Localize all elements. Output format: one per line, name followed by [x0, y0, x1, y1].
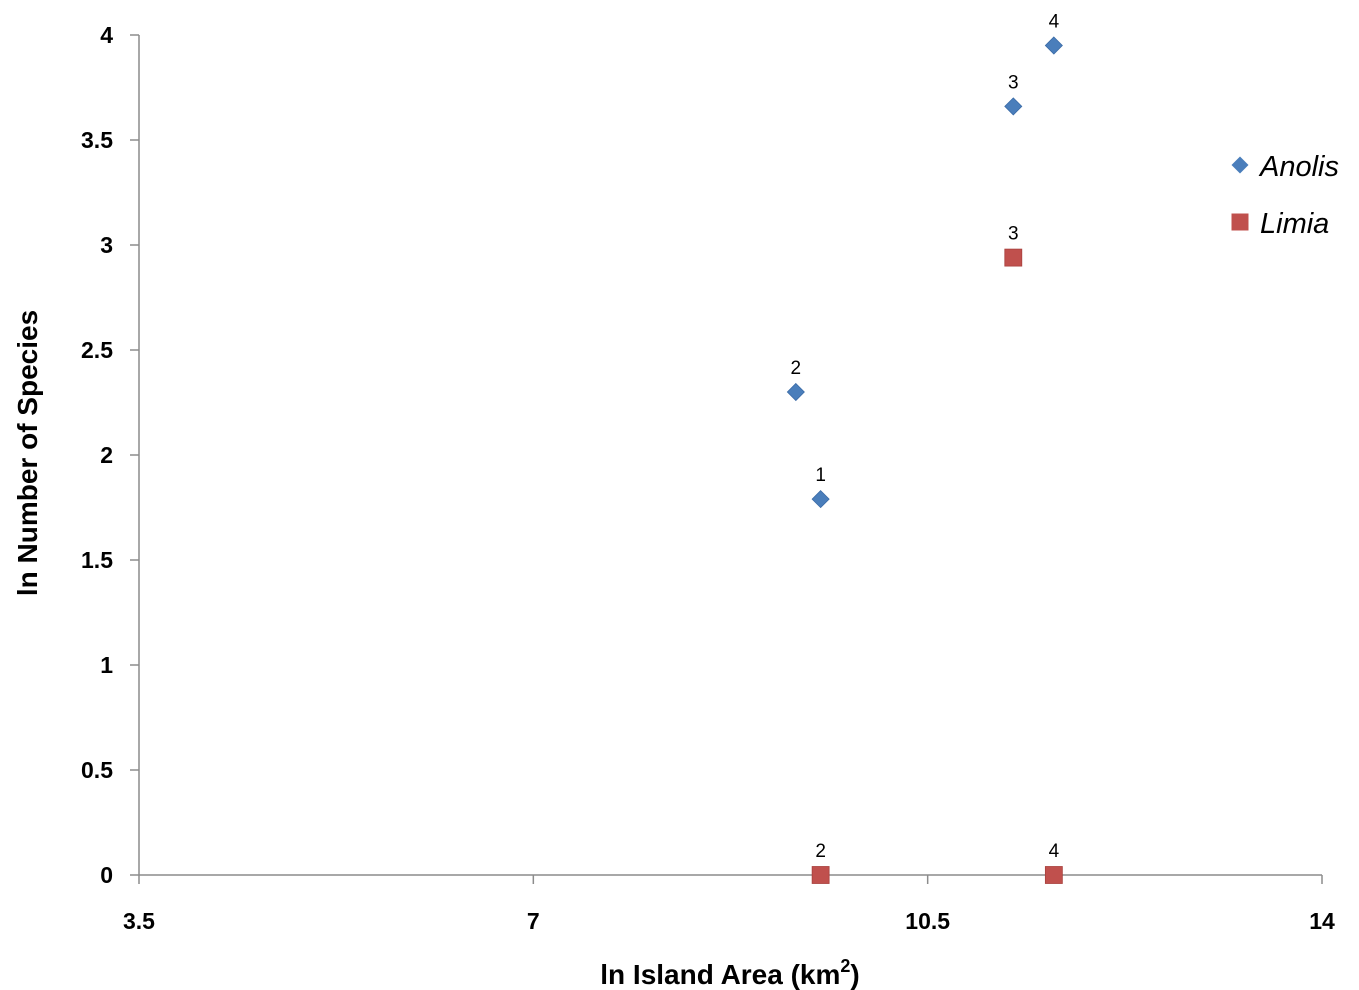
anolis-point [1004, 97, 1023, 116]
anolis-point [811, 490, 830, 509]
anolis-point [1044, 36, 1063, 55]
y-tick-label: 2 [100, 442, 113, 468]
limia-point [811, 866, 830, 884]
limia-point-label: 3 [1008, 224, 1019, 245]
y-tick-label: 1.5 [81, 547, 113, 573]
limia-point-label: 4 [1049, 841, 1060, 862]
y-tick-label: 3 [100, 232, 113, 258]
x-tick-label: 3.5 [123, 908, 155, 934]
y-axis-ticks: 0 0.5 1 1.5 2 2.5 3 3.5 4 [81, 22, 139, 888]
limia-point [1044, 866, 1063, 884]
data-points: 1 2 3 4 2 3 4 [786, 12, 1063, 884]
legend: Anolis Limia [1231, 151, 1339, 240]
legend-anolis-marker [1231, 156, 1249, 174]
limia-point-label: 2 [815, 841, 826, 862]
y-axis-title: ln Number of Species [12, 310, 43, 596]
legend-limia-label: Limia [1260, 208, 1329, 240]
anolis-point-label: 1 [815, 465, 826, 486]
y-tick-label: 3.5 [81, 127, 113, 153]
x-axis-title-superscript: 2 [840, 956, 850, 976]
legend-limia-marker [1231, 213, 1249, 231]
x-tick-label: 10.5 [905, 908, 950, 934]
anolis-point-label: 2 [791, 358, 802, 379]
limia-point [1004, 248, 1023, 267]
anolis-point-label: 3 [1008, 72, 1019, 93]
y-tick-label: 1 [100, 652, 113, 678]
x-tick-label: 7 [527, 908, 540, 934]
anolis-point [786, 382, 805, 402]
y-tick-label: 0 [100, 862, 113, 888]
y-tick-label: 2.5 [81, 337, 113, 363]
legend-anolis-label: Anolis [1258, 151, 1339, 183]
x-axis-title: ln Island Area (km2) [600, 956, 860, 990]
y-tick-label: 0.5 [81, 757, 113, 783]
y-tick-label: 4 [100, 22, 113, 48]
x-axis-title-end: ) [850, 959, 859, 990]
x-axis-title-main: ln Island Area (km [600, 959, 840, 990]
x-tick-label: 14 [1309, 908, 1335, 934]
anolis-point-label: 4 [1049, 12, 1060, 33]
x-axis-ticks: 3.5 7 10.5 14 [123, 875, 1335, 934]
